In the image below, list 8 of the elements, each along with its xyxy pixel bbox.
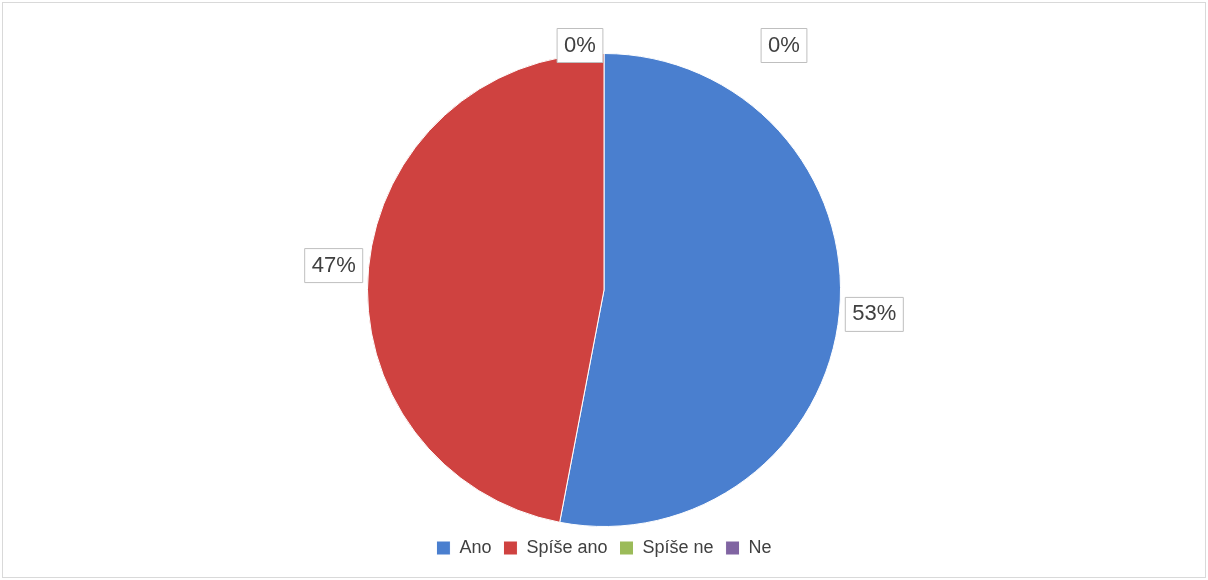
data-label: 53% (852, 300, 897, 326)
data-label: 47% (311, 251, 356, 277)
legend-label: Ne (748, 536, 772, 557)
text: 0% (564, 31, 596, 57)
legend-label: Ano (459, 536, 492, 557)
legend-label: Spíše ano (526, 536, 608, 557)
legend-label: Spíše ne (642, 536, 714, 557)
text: 0% (768, 31, 800, 57)
